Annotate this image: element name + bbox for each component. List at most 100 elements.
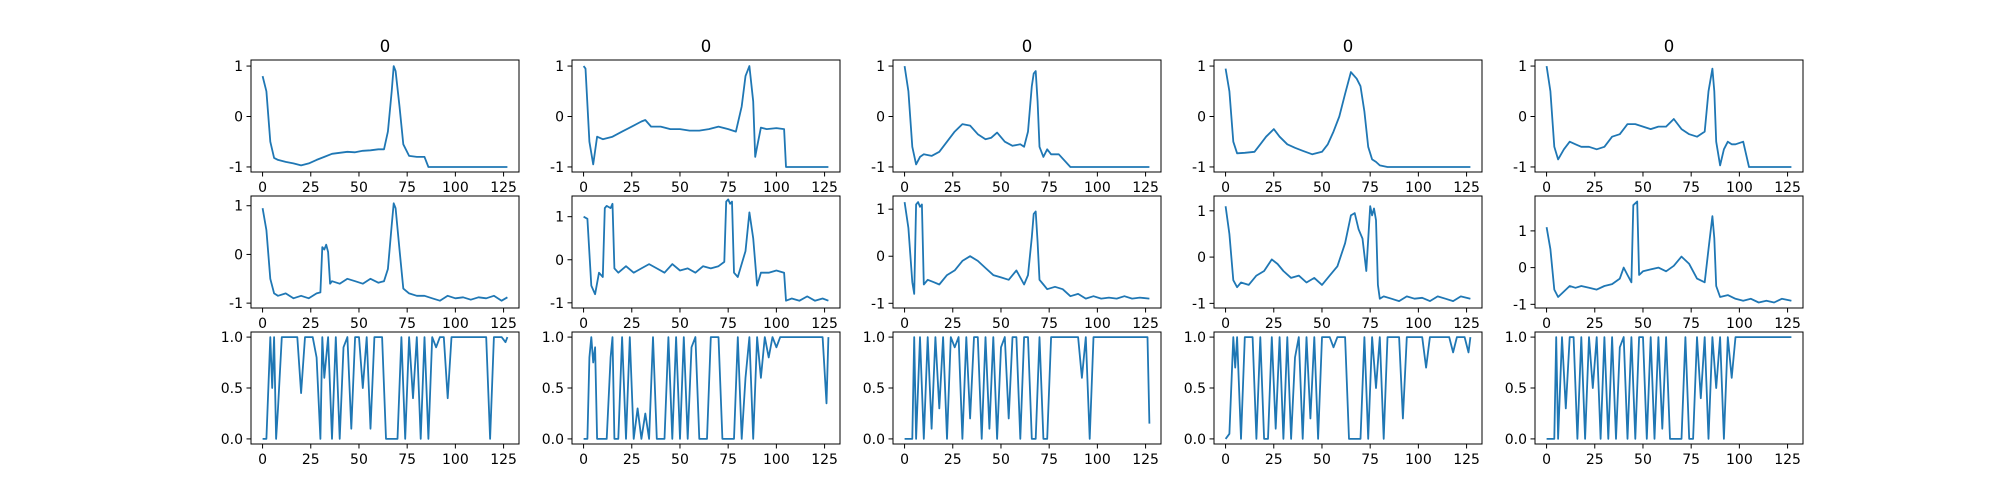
x-tick-label: 25 bbox=[944, 180, 962, 196]
series-line bbox=[583, 336, 830, 440]
plot-frame bbox=[892, 195, 1162, 309]
x-tick-label: 100 bbox=[442, 316, 469, 332]
x-tick-label: 25 bbox=[1265, 180, 1283, 196]
x-tick-label: 0 bbox=[1221, 180, 1230, 196]
x-tick-label: 125 bbox=[1774, 452, 1801, 468]
y-tick-label: -1 bbox=[550, 296, 564, 312]
x-tick-label: 0 bbox=[579, 316, 588, 332]
series-line bbox=[903, 201, 1150, 300]
x-tick-label: 0 bbox=[258, 316, 267, 332]
x-tick-label: 75 bbox=[1040, 180, 1058, 196]
y-tick-label: 1 bbox=[234, 59, 243, 75]
y-tick-label: -1 bbox=[550, 160, 564, 176]
x-tick-label: 100 bbox=[1405, 180, 1432, 196]
x-tick-label: 75 bbox=[1040, 316, 1058, 332]
y-tick-label: -1 bbox=[1192, 160, 1206, 176]
x-tick-label: 0 bbox=[1542, 316, 1551, 332]
x-tick-label: 100 bbox=[1726, 316, 1753, 332]
x-tick-label: 0 bbox=[579, 452, 588, 468]
x-tick-label: 50 bbox=[671, 316, 689, 332]
x-tick-label: 75 bbox=[1361, 180, 1379, 196]
y-tick-label: 0.0 bbox=[221, 432, 243, 448]
x-tick-label: 0 bbox=[579, 180, 588, 196]
y-tick-label: -1 bbox=[1192, 296, 1206, 312]
x-tick-label: 125 bbox=[1774, 180, 1801, 196]
plot-frame bbox=[1213, 195, 1483, 309]
x-tick-label: 125 bbox=[811, 180, 838, 196]
y-tick-label: 1 bbox=[1197, 59, 1206, 75]
x-tick-label: 50 bbox=[350, 180, 368, 196]
x-tick-label: 50 bbox=[1313, 452, 1331, 468]
x-tick-label: 25 bbox=[944, 316, 962, 332]
plot-frame bbox=[892, 59, 1162, 173]
series-line bbox=[904, 336, 1151, 440]
x-tick-label: 75 bbox=[398, 180, 416, 196]
y-tick-label: 0.5 bbox=[1505, 381, 1527, 397]
y-tick-label: 1 bbox=[876, 202, 885, 218]
y-tick-label: 1 bbox=[234, 199, 243, 215]
x-tick-label: 100 bbox=[1726, 180, 1753, 196]
x-tick-label: 25 bbox=[302, 180, 320, 196]
y-tick-label: 0 bbox=[1197, 110, 1206, 126]
y-tick-label: 0 bbox=[876, 110, 885, 126]
y-tick-label: 0 bbox=[1518, 110, 1527, 126]
x-tick-label: 125 bbox=[1132, 452, 1159, 468]
x-tick-label: 100 bbox=[1726, 452, 1753, 468]
x-tick-label: 125 bbox=[490, 452, 517, 468]
chart-title: 0 bbox=[701, 37, 712, 56]
x-tick-label: 0 bbox=[900, 180, 909, 196]
x-tick-label: 50 bbox=[350, 452, 368, 468]
x-tick-label: 50 bbox=[1634, 452, 1652, 468]
x-tick-label: 75 bbox=[398, 452, 416, 468]
x-tick-label: 75 bbox=[1682, 316, 1700, 332]
x-tick-label: 125 bbox=[811, 316, 838, 332]
x-tick-label: 25 bbox=[623, 452, 641, 468]
x-tick-label: 125 bbox=[490, 180, 517, 196]
y-tick-label: 0 bbox=[555, 110, 564, 126]
x-tick-label: 50 bbox=[1313, 180, 1331, 196]
x-tick-label: 100 bbox=[442, 180, 469, 196]
y-tick-label: 1 bbox=[876, 59, 885, 75]
plot-frame bbox=[250, 195, 520, 309]
x-tick-label: 50 bbox=[1634, 316, 1652, 332]
chart-title: 0 bbox=[380, 37, 391, 56]
x-tick-label: 0 bbox=[1221, 452, 1230, 468]
x-tick-label: 25 bbox=[1265, 452, 1283, 468]
x-tick-label: 125 bbox=[811, 452, 838, 468]
plot-frame bbox=[571, 59, 841, 173]
x-tick-label: 75 bbox=[719, 180, 737, 196]
x-tick-label: 50 bbox=[992, 452, 1010, 468]
x-tick-label: 100 bbox=[763, 180, 790, 196]
x-tick-label: 100 bbox=[1084, 452, 1111, 468]
y-tick-label: 0.0 bbox=[542, 432, 564, 448]
x-tick-label: 25 bbox=[1265, 316, 1283, 332]
x-tick-label: 0 bbox=[258, 180, 267, 196]
y-tick-label: 0 bbox=[234, 110, 243, 126]
plot-frame bbox=[1213, 59, 1483, 173]
x-tick-label: 25 bbox=[623, 316, 641, 332]
x-tick-label: 0 bbox=[258, 452, 267, 468]
x-tick-label: 125 bbox=[1453, 316, 1480, 332]
y-tick-label: -1 bbox=[229, 160, 243, 176]
series-line bbox=[1545, 200, 1792, 304]
x-tick-label: 50 bbox=[992, 316, 1010, 332]
y-tick-label: -1 bbox=[871, 296, 885, 312]
series-line bbox=[1545, 65, 1792, 168]
series-line bbox=[1224, 205, 1471, 303]
series-line bbox=[1546, 336, 1792, 440]
x-tick-label: 0 bbox=[1221, 316, 1230, 332]
chart-title: 0 bbox=[1343, 37, 1354, 56]
x-tick-label: 100 bbox=[1405, 316, 1432, 332]
x-tick-label: 100 bbox=[1084, 180, 1111, 196]
y-tick-label: 0.5 bbox=[542, 381, 564, 397]
y-tick-label: 1.0 bbox=[221, 330, 243, 346]
x-tick-label: 50 bbox=[1313, 316, 1331, 332]
plot-frame bbox=[1534, 59, 1804, 173]
series-line bbox=[582, 65, 829, 168]
x-tick-label: 125 bbox=[1453, 452, 1480, 468]
chart-title: 0 bbox=[1664, 37, 1675, 56]
x-tick-label: 75 bbox=[719, 452, 737, 468]
x-tick-label: 25 bbox=[302, 316, 320, 332]
x-tick-label: 50 bbox=[671, 452, 689, 468]
